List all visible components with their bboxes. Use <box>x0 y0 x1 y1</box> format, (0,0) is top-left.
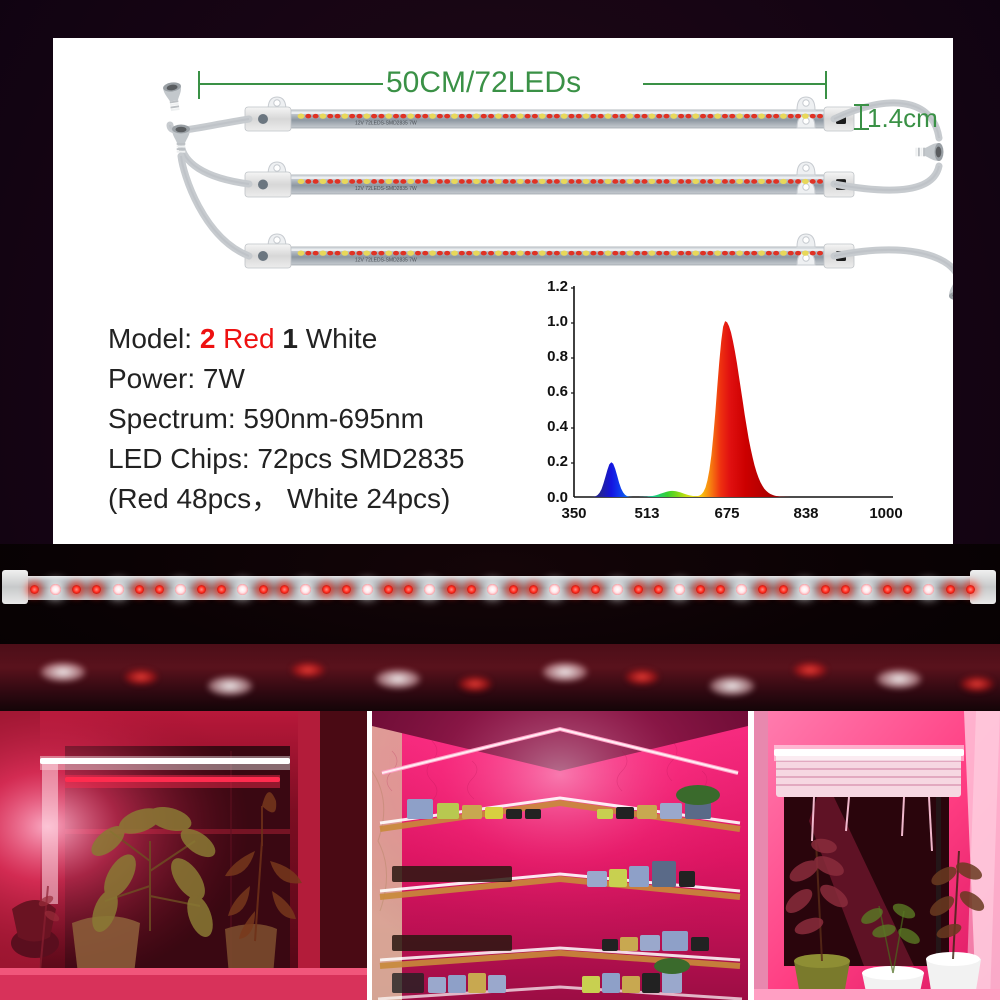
svg-text:50CM/72LEDs: 50CM/72LEDs <box>386 66 581 99</box>
svg-text:1.0: 1.0 <box>547 313 568 330</box>
svg-text:(Red 48pcs， White 24pcs): (Red 48pcs， White 24pcs) <box>108 483 450 514</box>
svg-text:513: 513 <box>634 505 659 522</box>
svg-text:350: 350 <box>561 505 586 522</box>
svg-text:12V 72LEDS-SMD2835 7W: 12V 72LEDS-SMD2835 7W <box>355 186 417 192</box>
svg-text:0.0: 0.0 <box>547 489 568 506</box>
svg-text:12V 72LEDS-SMD2835 7W: 12V 72LEDS-SMD2835 7W <box>355 120 417 126</box>
svg-text:675: 675 <box>714 505 739 522</box>
svg-text:0.4: 0.4 <box>547 418 569 435</box>
svg-text:Model: 2 Red 1 White: Model: 2 Red 1 White <box>108 323 377 354</box>
svg-text:0.8: 0.8 <box>547 348 568 365</box>
svg-text:12V 72LEDS-SMD2835 7W: 12V 72LEDS-SMD2835 7W <box>355 257 417 263</box>
svg-text:838: 838 <box>793 505 818 522</box>
svg-text:0.6: 0.6 <box>547 383 568 400</box>
svg-text:1.2: 1.2 <box>547 278 568 295</box>
svg-text:LED Chips: 72pcs SMD2835: LED Chips: 72pcs SMD2835 <box>108 443 464 474</box>
svg-text:1.4cm: 1.4cm <box>867 103 938 133</box>
svg-text:1000: 1000 <box>869 505 902 522</box>
svg-text:0.2: 0.2 <box>547 453 568 470</box>
svg-text:Power: 7W: Power: 7W <box>108 363 245 394</box>
svg-text:Spectrum: 590nm-695nm: Spectrum: 590nm-695nm <box>108 403 424 434</box>
